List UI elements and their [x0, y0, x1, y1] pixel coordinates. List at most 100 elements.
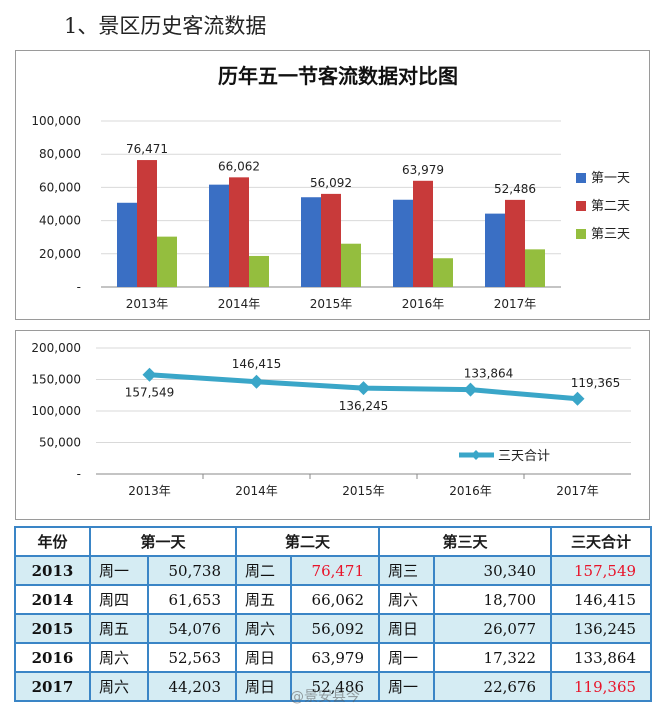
- value-cell: 56,092: [290, 613, 381, 644]
- table-row: 2016 周六 52,563 周日 63,979 周一 17,322 133,864: [14, 642, 653, 673]
- weekday-cell: 周五: [89, 613, 149, 644]
- x-tick-label: 2015年: [310, 297, 353, 311]
- value-cell: 52,563: [146, 642, 238, 673]
- data-label: 119,365: [571, 376, 621, 390]
- data-label: 136,245: [339, 399, 389, 413]
- weekday-cell: 周四: [89, 584, 149, 615]
- total-cell: 157,549: [550, 555, 653, 586]
- data-point-1: [142, 367, 157, 382]
- value-cell: 50,738: [146, 555, 238, 586]
- x-tick-label: 2016年: [449, 484, 492, 498]
- data-point-5: [570, 391, 585, 406]
- weekday-cell: 周六: [89, 671, 149, 702]
- value-cell: 30,340: [433, 555, 553, 586]
- y-tick-label: 60,000: [39, 180, 81, 194]
- year-cell: 2017: [14, 671, 91, 702]
- x-tick-label: 2013年: [126, 297, 169, 311]
- value-cell: 18,700: [433, 584, 553, 615]
- total-cell: 136,245: [550, 613, 653, 644]
- x-tick-label: 2014年: [218, 297, 261, 311]
- weekday-cell: 周一: [89, 555, 149, 586]
- header-day1: 第一天: [88, 526, 238, 557]
- bar-chart: 历年五一节客流数据对比图 - 20,000 40,000 60,000 80,000 100…: [31, 64, 630, 311]
- value-cell: 26,077: [433, 613, 553, 644]
- bar-1-2: [209, 184, 229, 287]
- table-row: 2015 周五 54,076 周六 56,092 周日 26,077 136,245: [14, 613, 653, 644]
- header-year: 年份: [14, 526, 91, 557]
- value-cell: 22,676: [433, 671, 553, 702]
- x-tick-label: 2017年: [494, 297, 537, 311]
- y-tick-label: -: [77, 280, 81, 294]
- x-tick-label: 2014年: [235, 484, 278, 498]
- bar-3-3: [341, 243, 361, 287]
- header-day3: 第三天: [378, 526, 553, 557]
- legend-swatch-1: [576, 173, 586, 183]
- data-label: 76,471: [126, 142, 168, 156]
- bar-1-1: [117, 202, 137, 287]
- y-tick-label: 40,000: [39, 214, 81, 228]
- data-label: 133,864: [464, 367, 514, 381]
- weekday-cell: 周日: [235, 671, 293, 702]
- y-tick-label: 20,000: [39, 247, 81, 261]
- legend-label: 三天合计: [498, 449, 550, 464]
- weekday-cell: 周五: [235, 584, 293, 615]
- header-day2: 第二天: [235, 526, 381, 557]
- legend-label: 第三天: [591, 227, 630, 242]
- year-cell: 2013: [14, 555, 91, 586]
- data-label: 157,549: [125, 386, 175, 400]
- weekday-cell: 周日: [378, 613, 436, 644]
- value-cell: 52,486: [290, 671, 381, 702]
- bar-1-4: [393, 199, 413, 287]
- chart-title: 历年五一节客流数据对比图: [218, 64, 458, 88]
- value-cell: 17,322: [433, 642, 553, 673]
- bar-2-3: [321, 193, 341, 287]
- total-cell: 133,864: [550, 642, 653, 673]
- value-cell: 44,203: [146, 671, 238, 702]
- bar-1-3: [301, 197, 321, 287]
- legend-marker: [471, 450, 481, 460]
- x-tick-label: 2016年: [402, 297, 445, 311]
- year-cell: 2015: [14, 613, 91, 644]
- data-label: 146,415: [232, 357, 282, 371]
- line-chart-panel: - 50,000 100,000 150,000 200,000 2013年 2014年 20…: [15, 330, 650, 520]
- bar-2-1: [137, 160, 157, 287]
- weibo-watermark: @景安县今: [290, 689, 360, 705]
- data-point-2: [249, 374, 264, 389]
- weekday-cell: 周六: [378, 584, 436, 615]
- legend-label: 第二天: [591, 199, 630, 214]
- data-label: 52,486: [494, 182, 536, 196]
- bar-chart-panel: 历年五一节客流数据对比图 - 20,000 40,000 60,000 80,000 100…: [15, 50, 650, 320]
- y-tick-label: 200,000: [31, 341, 81, 355]
- weekday-cell: 周日: [235, 642, 293, 673]
- section-heading: 1、景区历史客流数据: [64, 14, 267, 38]
- bar-2-5: [505, 199, 525, 287]
- x-tick-label: 2015年: [342, 484, 385, 498]
- line-chart: - 50,000 100,000 150,000 200,000 2013年 2014年 20…: [31, 341, 631, 498]
- total-cell: 119,365: [550, 671, 653, 702]
- data-point-4: [463, 382, 478, 397]
- data-label: 56,092: [310, 176, 352, 190]
- table-row: 2014 周四 61,653 周五 66,062 周六 18,700 146,415: [14, 584, 653, 615]
- y-tick-label: -: [77, 467, 81, 481]
- value-cell: 66,062: [290, 584, 381, 615]
- table-header-row: 年份 第一天 第二天 第三天 三天合计: [14, 526, 653, 557]
- value-cell: 63,979: [290, 642, 381, 673]
- bar-3-4: [433, 258, 453, 287]
- weekday-cell: 周六: [235, 613, 293, 644]
- value-cell: 76,471: [290, 555, 381, 586]
- bar-3-2: [249, 255, 269, 287]
- table-row: 2013 周一 50,738 周二 76,471 周三 30,340 157,549: [14, 555, 653, 586]
- table-row: 2017 周六 44,203 周日 52,486 周一 22,676 119,365: [14, 671, 653, 702]
- year-cell: 2014: [14, 584, 91, 615]
- legend-swatch-2: [576, 201, 586, 211]
- value-cell: 61,653: [146, 584, 238, 615]
- year-cell: 2016: [14, 642, 91, 673]
- bar-2-2: [229, 177, 249, 287]
- bar-2-4: [413, 180, 433, 287]
- y-tick-label: 80,000: [39, 147, 81, 161]
- total-cell: 146,415: [550, 584, 653, 615]
- weekday-cell: 周一: [378, 642, 436, 673]
- weekday-cell: 周二: [235, 555, 293, 586]
- data-label: 63,979: [402, 163, 444, 177]
- data-point-3: [356, 381, 371, 396]
